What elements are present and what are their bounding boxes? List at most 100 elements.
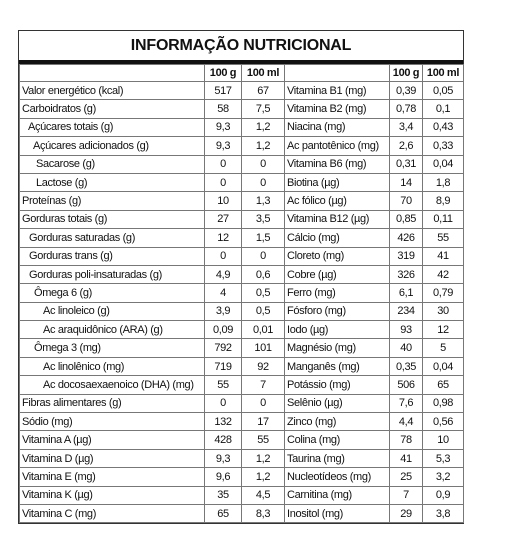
nutrient-value: 0,05 [422,80,464,101]
nutrient-name: Nucleotídeos (mg) [284,467,390,487]
nutrient-value: 0 [204,154,242,174]
nutrient-value: 101 [241,338,285,358]
nutrient-value: 0,11 [422,209,464,230]
nutrient-name: Vitamina C (mg) [19,503,205,524]
nutrient-name: Ac araquidônico (ARA) (g) [19,320,205,340]
nutrient-name: Sacarose (g) [19,154,205,174]
nutrient-name: Ac fólico (µg) [284,191,390,211]
nutrient-value: 1,2 [241,467,285,487]
nutrient-name: Carnitina (mg) [284,485,390,505]
nutrient-name: Ômega 3 (mg) [19,338,205,358]
nutrient-value: 0 [241,393,285,414]
nutrient-value: 30 [422,301,464,322]
nutrient-name: Magnésio (mg) [284,338,390,358]
nutrient-name: Vitamina K (µg) [19,485,205,505]
nutrient-value: 9,6 [204,467,242,487]
nutrient-value: 78 [389,430,423,450]
nutrient-value: 2,6 [389,136,423,156]
nutrient-name: Colina (mg) [284,430,390,450]
table-row: Açúcares adicionados (g) 9,3 1,2 Ac pantotê… [19,136,464,156]
table-row: Ac linoleico (g) 3,9 0,5 Fósforo (mg) 234 30 [19,301,464,322]
nutrient-value: 65 [204,503,242,524]
nutrient-value: 29 [389,503,423,524]
table-row: Ac linolênico (mg) 719 92 Manganês (mg) 0,35… [19,356,464,377]
nutrient-value: 41 [389,448,423,469]
nutrient-value: 0,31 [389,154,423,174]
header-cell [19,64,205,82]
nutrient-name: Ac docosaexaenoico (DHA) (mg) [19,375,205,395]
header-cell: 100 ml [241,64,285,82]
nutrient-name: Ômega 6 (g) [19,283,205,303]
nutrient-value: 0,09 [204,320,242,340]
nutrient-value: 42 [422,264,464,285]
header-cell: 100 g [389,64,423,82]
nutrient-value: 9,3 [204,136,242,156]
nutrient-value: 0,43 [422,117,464,138]
nutrient-name: Vitamina B6 (mg) [284,154,390,174]
nutrient-value: 5,3 [422,448,464,469]
table-row: Ômega 6 (g) 4 0,5 Ferro (mg) 6,1 0,79 [19,283,464,303]
nutrient-value: 426 [389,228,423,248]
nutrient-name: Vitamina D (µg) [19,448,205,469]
nutrient-value: 3,5 [241,209,285,230]
nutrient-value: 17 [241,412,285,432]
nutrient-value: 5 [422,338,464,358]
table-row: Fibras alimentares (g) 0 0 Selênio (µg) 7,6 0… [19,393,464,414]
table-row: Proteínas (g) 10 1,3 Ac fólico (µg) 70 8,9 [19,191,464,211]
nutrient-value: 92 [241,356,285,377]
nutrient-name: Proteínas (g) [19,191,205,211]
nutrient-name: Manganês (mg) [284,356,390,377]
nutrient-value: 0,1 [422,99,464,119]
table-row: Sódio (mg) 132 17 Zinco (mg) 4,4 0,56 [19,412,464,432]
nutrient-value: 8,3 [241,503,285,524]
nutrient-value: 35 [204,485,242,505]
nutrient-value: 428 [204,430,242,450]
table-row: Ômega 3 (mg) 792 101 Magnésio (mg) 40 5 [19,338,464,358]
table-row: Gorduras totais (g) 27 3,5 Vitamina B12 (µg… [19,209,464,230]
nutrient-name: Iodo (µg) [284,320,390,340]
nutrient-value: 0,78 [389,99,423,119]
nutrient-value: 40 [389,338,423,358]
table-row: Vitamina A (µg) 428 55 Colina (mg) 78 10 [19,430,464,450]
header-cell: 100 g [204,64,242,82]
nutrient-value: 0 [204,393,242,414]
nutrient-name: Ac linoleico (g) [19,301,205,322]
nutrient-name: Fósforo (mg) [284,301,390,322]
nutrient-name: Niacina (mg) [284,117,390,138]
table-row: Gorduras trans (g) 0 0 Cloreto (mg) 319 41 [19,246,464,266]
nutrient-name: Gorduras poli-insaturadas (g) [19,264,205,285]
table-row: Gorduras saturadas (g) 12 1,5 Cálcio (mg) 42… [19,228,464,248]
nutrient-value: 792 [204,338,242,358]
nutrient-value: 0 [204,246,242,266]
nutrient-value: 12 [422,320,464,340]
nutrient-value: 3,2 [422,467,464,487]
nutrient-value: 3,9 [204,301,242,322]
nutrient-value: 55 [241,430,285,450]
nutrient-value: 319 [389,246,423,266]
nutrient-value: 65 [422,375,464,395]
nutrient-value: 0,01 [241,320,285,340]
nutrient-value: 7 [389,485,423,505]
header-cell: 100 ml [422,64,464,82]
nutrient-name: Açúcares totais (g) [19,117,205,138]
nutrient-value: 0,56 [422,412,464,432]
nutrient-value: 1,8 [422,172,464,193]
nutrient-value: 1,3 [241,191,285,211]
table-row: Carboidratos (g) 58 7,5 Vitamina B2 (mg) 0,7… [19,99,464,119]
nutrient-value: 719 [204,356,242,377]
nutrient-value: 0,04 [422,356,464,377]
nutrient-value: 0,79 [422,283,464,303]
nutrient-value: 12 [204,228,242,248]
nutrient-value: 326 [389,264,423,285]
nutrient-value: 10 [422,430,464,450]
nutrient-name: Valor energético (kcal) [19,80,205,101]
nutrient-value: 4,4 [389,412,423,432]
nutrient-value: 4,5 [241,485,285,505]
nutrient-value: 7,6 [389,393,423,414]
header-cell [284,64,390,82]
nutrient-value: 0,04 [422,154,464,174]
nutrient-value: 6,1 [389,283,423,303]
nutrient-name: Selênio (µg) [284,393,390,414]
